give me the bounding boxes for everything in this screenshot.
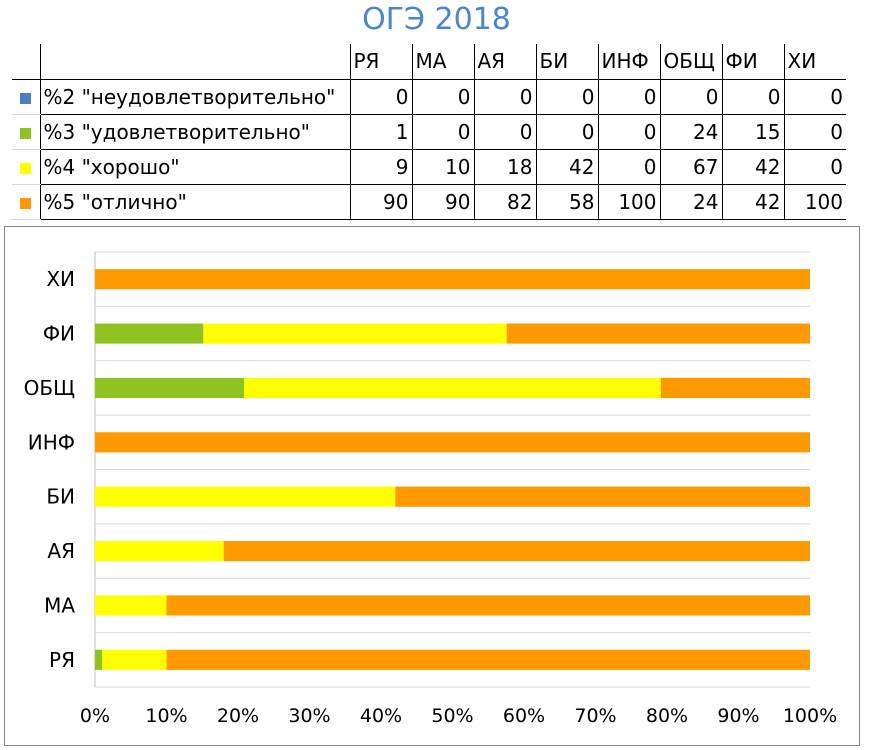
chart-area: РЯ МА АЯ БИ ИНФ ОБЩ ФИ ХИ 0% 10% 20% 30% 40% 50% 60% 70… bbox=[4, 226, 860, 746]
bar-segment bbox=[395, 486, 810, 507]
legend-marker-cell bbox=[12, 79, 40, 115]
table-row: %4 "хорошо" 9 10 18 42 0 67 42 0 bbox=[12, 149, 846, 185]
table-corner-label bbox=[39, 44, 350, 80]
table-cell: 0 bbox=[597, 79, 660, 115]
category-tick-label: МА bbox=[44, 593, 75, 617]
column-header: ОБЩ bbox=[659, 44, 722, 80]
category-tick-label: ХИ bbox=[46, 267, 75, 291]
column-header: ФИ bbox=[721, 44, 784, 80]
table-header-row: РЯ МА АЯ БИ ИНФ ОБЩ ФИ ХИ bbox=[12, 44, 846, 80]
table-cell: 0 bbox=[597, 149, 660, 185]
data-table: РЯ МА АЯ БИ ИНФ ОБЩ ФИ ХИ %2 "неудовлетв… bbox=[12, 44, 846, 220]
x-tick-label: 60% bbox=[503, 705, 545, 727]
table-cell: 58 bbox=[535, 184, 598, 220]
x-tick-label: 40% bbox=[360, 705, 402, 727]
bar-segment bbox=[95, 595, 167, 616]
table-cell: 0 bbox=[535, 114, 598, 150]
legend-marker bbox=[20, 162, 32, 174]
category-tick-label: АЯ bbox=[47, 539, 75, 563]
legend-marker-cell bbox=[12, 149, 40, 185]
bar-segment bbox=[102, 649, 167, 670]
table-cell: 0 bbox=[783, 79, 846, 115]
table-cell: 82 bbox=[473, 184, 536, 220]
x-tick-label: 50% bbox=[431, 705, 473, 727]
x-tick-label: 70% bbox=[574, 705, 616, 727]
bar-segment bbox=[244, 377, 661, 398]
column-header: АЯ bbox=[473, 44, 536, 80]
table-cell: 0 bbox=[597, 114, 660, 150]
table-row: %3 "удовлетворительно" 1 0 0 0 0 24 15 0 bbox=[12, 114, 846, 150]
legend-marker bbox=[20, 127, 32, 139]
table-cell: 90 bbox=[411, 184, 474, 220]
row-label: %5 "отлично" bbox=[39, 184, 350, 220]
column-header: МА bbox=[411, 44, 474, 80]
x-tick-label: 10% bbox=[145, 705, 187, 727]
x-tick-label: 20% bbox=[217, 705, 259, 727]
bar-segment bbox=[95, 432, 810, 453]
x-tick-label: 80% bbox=[646, 705, 688, 727]
table-cell: 0 bbox=[535, 79, 598, 115]
table-cell: 0 bbox=[659, 79, 722, 115]
bar-segment bbox=[506, 323, 810, 344]
x-tick-label: 100% bbox=[783, 705, 837, 727]
table-cell: 0 bbox=[473, 79, 536, 115]
category-tick-label: РЯ bbox=[49, 648, 75, 672]
bar-segment bbox=[660, 377, 810, 398]
row-label: %3 "удовлетворительно" bbox=[39, 114, 350, 150]
table-cell: 0 bbox=[473, 114, 536, 150]
x-tick-label: 90% bbox=[717, 705, 759, 727]
table-cell: 67 bbox=[659, 149, 722, 185]
table-cell: 0 bbox=[783, 114, 846, 150]
bar-segment bbox=[203, 323, 507, 344]
table-cell: 90 bbox=[349, 184, 412, 220]
x-tick-label: 30% bbox=[288, 705, 330, 727]
bar-segment bbox=[223, 541, 810, 562]
bar-segment bbox=[95, 323, 204, 344]
legend-marker-cell bbox=[12, 114, 40, 150]
table-cell: 10 bbox=[411, 149, 474, 185]
column-header: ИНФ bbox=[597, 44, 660, 80]
legend-marker bbox=[20, 197, 32, 209]
legend-marker-cell bbox=[12, 184, 40, 220]
row-label: %4 "хорошо" bbox=[39, 149, 350, 185]
table-row: %2 "неудовлетворительно" 0 0 0 0 0 0 0 0 bbox=[12, 79, 846, 115]
bar-segment bbox=[95, 649, 103, 670]
table-cell: 0 bbox=[783, 149, 846, 185]
table-cell: 0 bbox=[411, 79, 474, 115]
bar-segment bbox=[166, 649, 810, 670]
table-cell: 0 bbox=[411, 114, 474, 150]
table-corner bbox=[12, 44, 40, 80]
table-cell: 18 bbox=[473, 149, 536, 185]
table-cell: 15 bbox=[721, 114, 784, 150]
table-cell: 100 bbox=[597, 184, 660, 220]
category-tick-label: ФИ bbox=[43, 322, 75, 346]
table-cell: 0 bbox=[721, 79, 784, 115]
table-cell: 42 bbox=[535, 149, 598, 185]
table-cell: 42 bbox=[721, 149, 784, 185]
category-tick-label: БИ bbox=[46, 485, 75, 509]
page-title: ОГЭ 2018 bbox=[362, 2, 511, 37]
bar-segment bbox=[95, 541, 224, 562]
column-header: БИ bbox=[535, 44, 598, 80]
table-cell: 42 bbox=[721, 184, 784, 220]
column-header: РЯ bbox=[349, 44, 412, 80]
table-cell: 100 bbox=[783, 184, 846, 220]
table-cell: 24 bbox=[659, 114, 722, 150]
column-header: ХИ bbox=[783, 44, 846, 80]
table-cell: 9 bbox=[349, 149, 412, 185]
bar-segment bbox=[166, 595, 810, 616]
table-cell: 1 bbox=[349, 114, 412, 150]
bar-segment bbox=[95, 486, 396, 507]
x-tick-label: 0% bbox=[80, 705, 110, 727]
table-cell: 0 bbox=[349, 79, 412, 115]
bar-segment bbox=[95, 269, 810, 290]
bar-segment bbox=[95, 377, 245, 398]
table-row: %5 "отлично" 90 90 82 58 100 24 42 100 bbox=[12, 184, 846, 220]
category-tick-label: ИНФ bbox=[28, 430, 75, 454]
category-tick-label: ОБЩ bbox=[24, 376, 75, 400]
legend-marker bbox=[20, 92, 32, 104]
table-cell: 24 bbox=[659, 184, 722, 220]
stacked-bar-chart: РЯ МА АЯ БИ ИНФ ОБЩ ФИ ХИ 0% 10% 20% 30% 40% 50% 60% 70… bbox=[24, 251, 837, 727]
row-label: %2 "неудовлетворительно" bbox=[39, 79, 350, 115]
